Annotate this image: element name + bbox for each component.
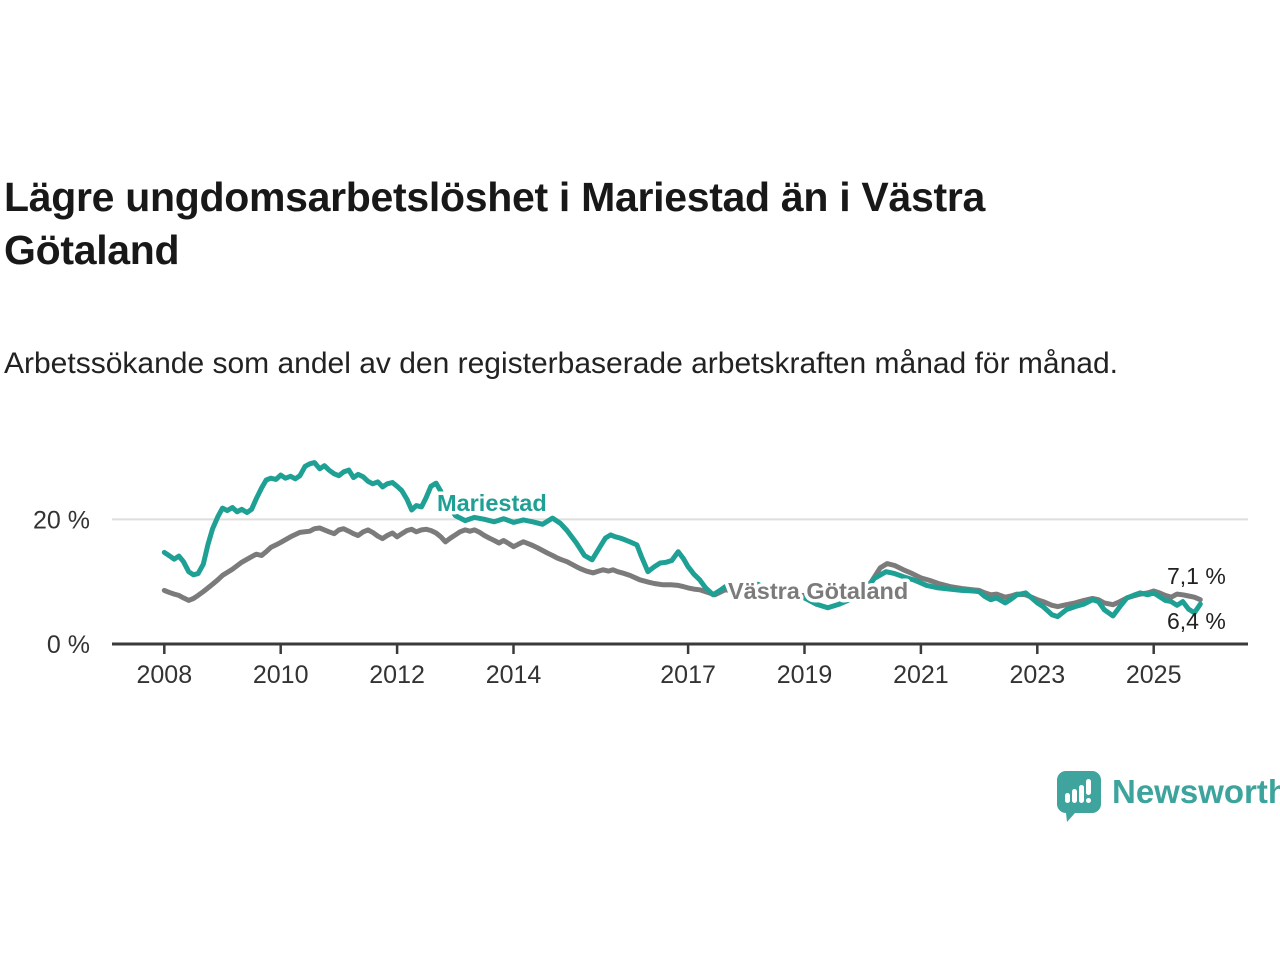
newsworthy-logo-icon — [1057, 771, 1101, 822]
x-axis-label-2014: 2014 — [486, 661, 542, 689]
x-axis-label-2023: 2023 — [1009, 661, 1065, 689]
series-line-0 — [161, 525, 1203, 610]
logo-bar-2 — [1072, 789, 1077, 803]
x-axis-label-2025: 2025 — [1126, 661, 1182, 689]
end-value-label-1: 6,4 % — [1167, 608, 1226, 634]
logo-exclamation-stem — [1086, 779, 1091, 795]
series-label-0: Västra Götaland — [728, 578, 908, 604]
page-title: Lägre ungdomsarbetslöshet i Mariestad än… — [4, 174, 985, 273]
y-axis-label-20: 20 % — [33, 506, 90, 534]
logo-exclamation-dot — [1086, 798, 1091, 803]
x-axis-label-2012: 2012 — [369, 661, 425, 689]
newsworthy-brand: Newsworthy — [1056, 770, 1280, 822]
logo-bar-1 — [1065, 793, 1070, 803]
x-axis-label-2019: 2019 — [777, 661, 833, 689]
logo-bar-3 — [1079, 785, 1084, 803]
series-label-1: Mariestad — [437, 490, 547, 516]
newsworthy-brand-text: Newsworthy — [1112, 772, 1280, 810]
x-axis-label-2017: 2017 — [660, 661, 716, 689]
y-axis-label-0: 0 % — [47, 631, 90, 659]
chart-subtitle: Arbetssökande som andel av den registerb… — [4, 347, 1118, 380]
x-axis-label-2010: 2010 — [253, 661, 309, 689]
end-value-label-0: 7,1 % — [1167, 563, 1226, 589]
x-axis-label-2008: 2008 — [136, 661, 192, 689]
x-axis-label-2021: 2021 — [893, 661, 949, 689]
series-line-1 — [161, 460, 1203, 620]
